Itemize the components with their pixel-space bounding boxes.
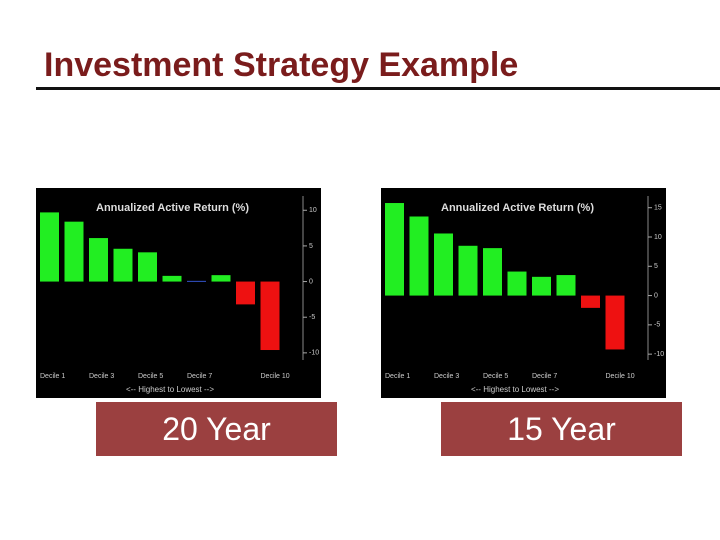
- x-axis-label: <-- Highest to Lowest -->: [471, 385, 559, 394]
- bar: [409, 216, 429, 296]
- chart-caption: 20 Year: [96, 402, 337, 456]
- x-tick-label: Decile 10: [261, 373, 290, 380]
- chart-title: Annualized Active Return (%): [96, 202, 249, 214]
- x-axis-label: <-- Highest to Lowest -->: [126, 385, 214, 394]
- y-tick-label: 0: [654, 292, 658, 299]
- x-tick-label: Decile 1: [40, 373, 65, 380]
- chart: Annualized Active Return (%) 10 5 0 -5 -10 Dec…: [36, 188, 321, 398]
- bar: [211, 275, 231, 282]
- bar: [64, 221, 84, 282]
- x-tick-label: Decile 5: [138, 373, 163, 380]
- bar: [605, 295, 625, 350]
- bar: [483, 248, 502, 296]
- x-tick-label: Decile 3: [434, 373, 459, 380]
- slide-title: Investment Strategy Example: [44, 46, 519, 84]
- y-tick-label: 10: [654, 234, 662, 241]
- y-tick-label: 5: [309, 243, 313, 250]
- bar: [187, 280, 206, 282]
- x-tick-label: Decile 1: [385, 373, 410, 380]
- bar: [532, 276, 551, 296]
- bar: [138, 252, 157, 282]
- chart-caption: 15 Year: [441, 402, 682, 456]
- bar: [89, 238, 108, 282]
- y-tick-label: 10: [309, 207, 317, 214]
- x-tick-label: Decile 3: [89, 373, 114, 380]
- bar: [581, 295, 600, 308]
- x-tick-label: Decile 7: [187, 373, 212, 380]
- y-tick-label: -5: [654, 322, 660, 329]
- y-tick-label: -5: [309, 314, 315, 321]
- bar: [556, 275, 576, 296]
- bar: [162, 275, 182, 282]
- bar: [260, 281, 280, 351]
- y-tick-label: 15: [654, 205, 662, 212]
- chart: Annualized Active Return (%) 15 10 5 0 -5 -10 D…: [381, 188, 666, 398]
- x-tick-label: Decile 10: [606, 373, 635, 380]
- bar: [40, 212, 59, 282]
- bar: [385, 203, 404, 296]
- bar: [434, 233, 453, 296]
- y-tick-label: 5: [654, 263, 658, 270]
- y-tick-label: 0: [309, 278, 313, 285]
- y-tick-label: -10: [654, 351, 664, 358]
- bar: [236, 281, 255, 305]
- x-tick-label: Decile 5: [483, 373, 508, 380]
- title-rule: [36, 87, 720, 90]
- bar: [507, 271, 527, 296]
- bar: [113, 248, 133, 282]
- y-tick-label: -10: [309, 350, 319, 357]
- chart-title: Annualized Active Return (%): [441, 202, 594, 214]
- bar: [458, 245, 478, 296]
- x-tick-label: Decile 7: [532, 373, 557, 380]
